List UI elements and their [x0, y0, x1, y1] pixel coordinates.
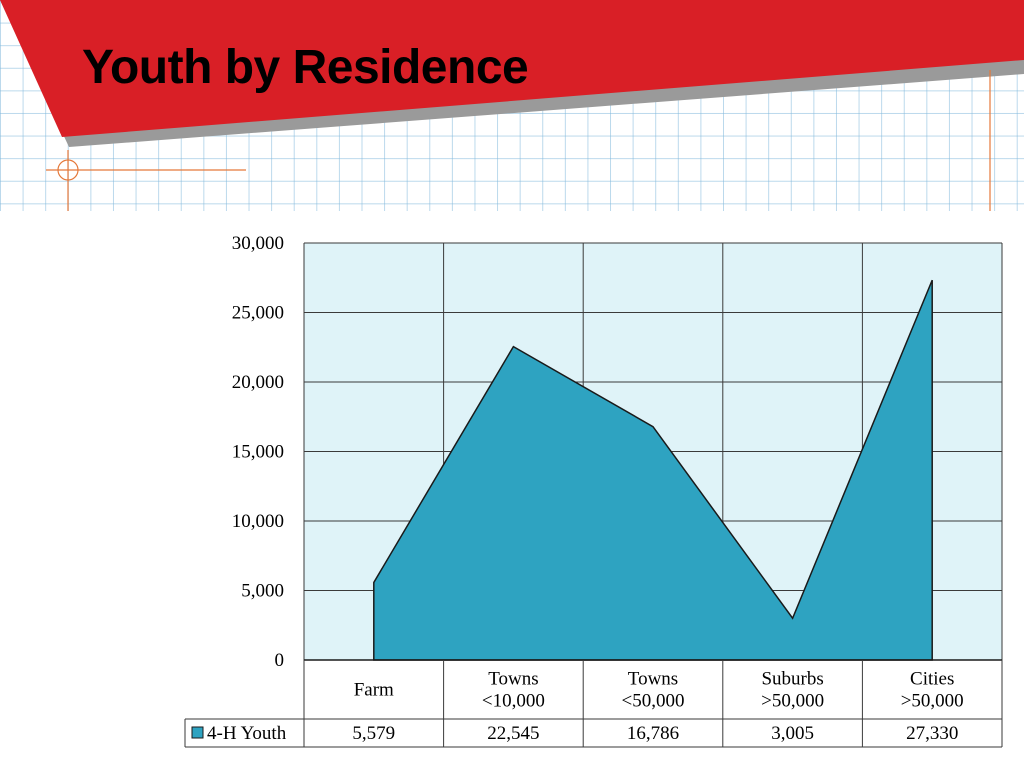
- margin-circle: [57, 159, 79, 181]
- category-labels: FarmTowns<10,000Towns<50,000Suburbs>50,0…: [303, 660, 1003, 719]
- series-area-4h-youth: [373, 279, 933, 661]
- area-chart: 0 5,000 10,000 15,000 20,000 25,000 30,000 Far…: [184, 233, 1003, 748]
- chart-panel: 0 5,000 10,000 15,000 20,000 25,000 30,000 Far…: [0, 211, 1024, 768]
- banner-red: [0, 0, 1024, 137]
- title-banner: [0, 0, 1024, 147]
- category-label: <10,000: [482, 691, 545, 712]
- y-tick-label: 10,000: [232, 511, 284, 532]
- data-table-value: 16,786: [627, 723, 679, 744]
- category-label: >50,000: [761, 691, 824, 712]
- category-label: <50,000: [622, 691, 685, 712]
- data-table-value: 5,579: [352, 723, 395, 744]
- y-tick-label: 30,000: [232, 233, 284, 254]
- category-label: Farm: [354, 680, 394, 701]
- legend-label: 4-H Youth: [207, 723, 287, 744]
- y-tick-label: 15,000: [232, 442, 284, 463]
- data-table-value: 3,005: [771, 723, 814, 744]
- category-label: Suburbs: [761, 669, 823, 690]
- slide-title: Youth by Residence: [82, 41, 529, 94]
- category-label: >50,000: [901, 691, 964, 712]
- category-label: Towns: [628, 669, 678, 690]
- category-label: Towns: [488, 669, 538, 690]
- data-table-value: 27,330: [906, 723, 958, 744]
- y-tick-label: 5,000: [241, 581, 284, 602]
- data-table-value: 22,545: [487, 723, 539, 744]
- legend-swatch: [191, 726, 204, 739]
- y-tick-label: 0: [275, 650, 285, 671]
- y-tick-label: 25,000: [232, 303, 284, 324]
- y-tick-label: 20,000: [232, 372, 284, 393]
- category-label: Cities: [910, 669, 954, 690]
- data-table: 4-H Youth 5,579 22,545 16,786 3,005 27,330: [184, 718, 1003, 748]
- y-axis-tick-labels: 0 5,000 10,000 15,000 20,000 25,000 30,000: [232, 233, 284, 671]
